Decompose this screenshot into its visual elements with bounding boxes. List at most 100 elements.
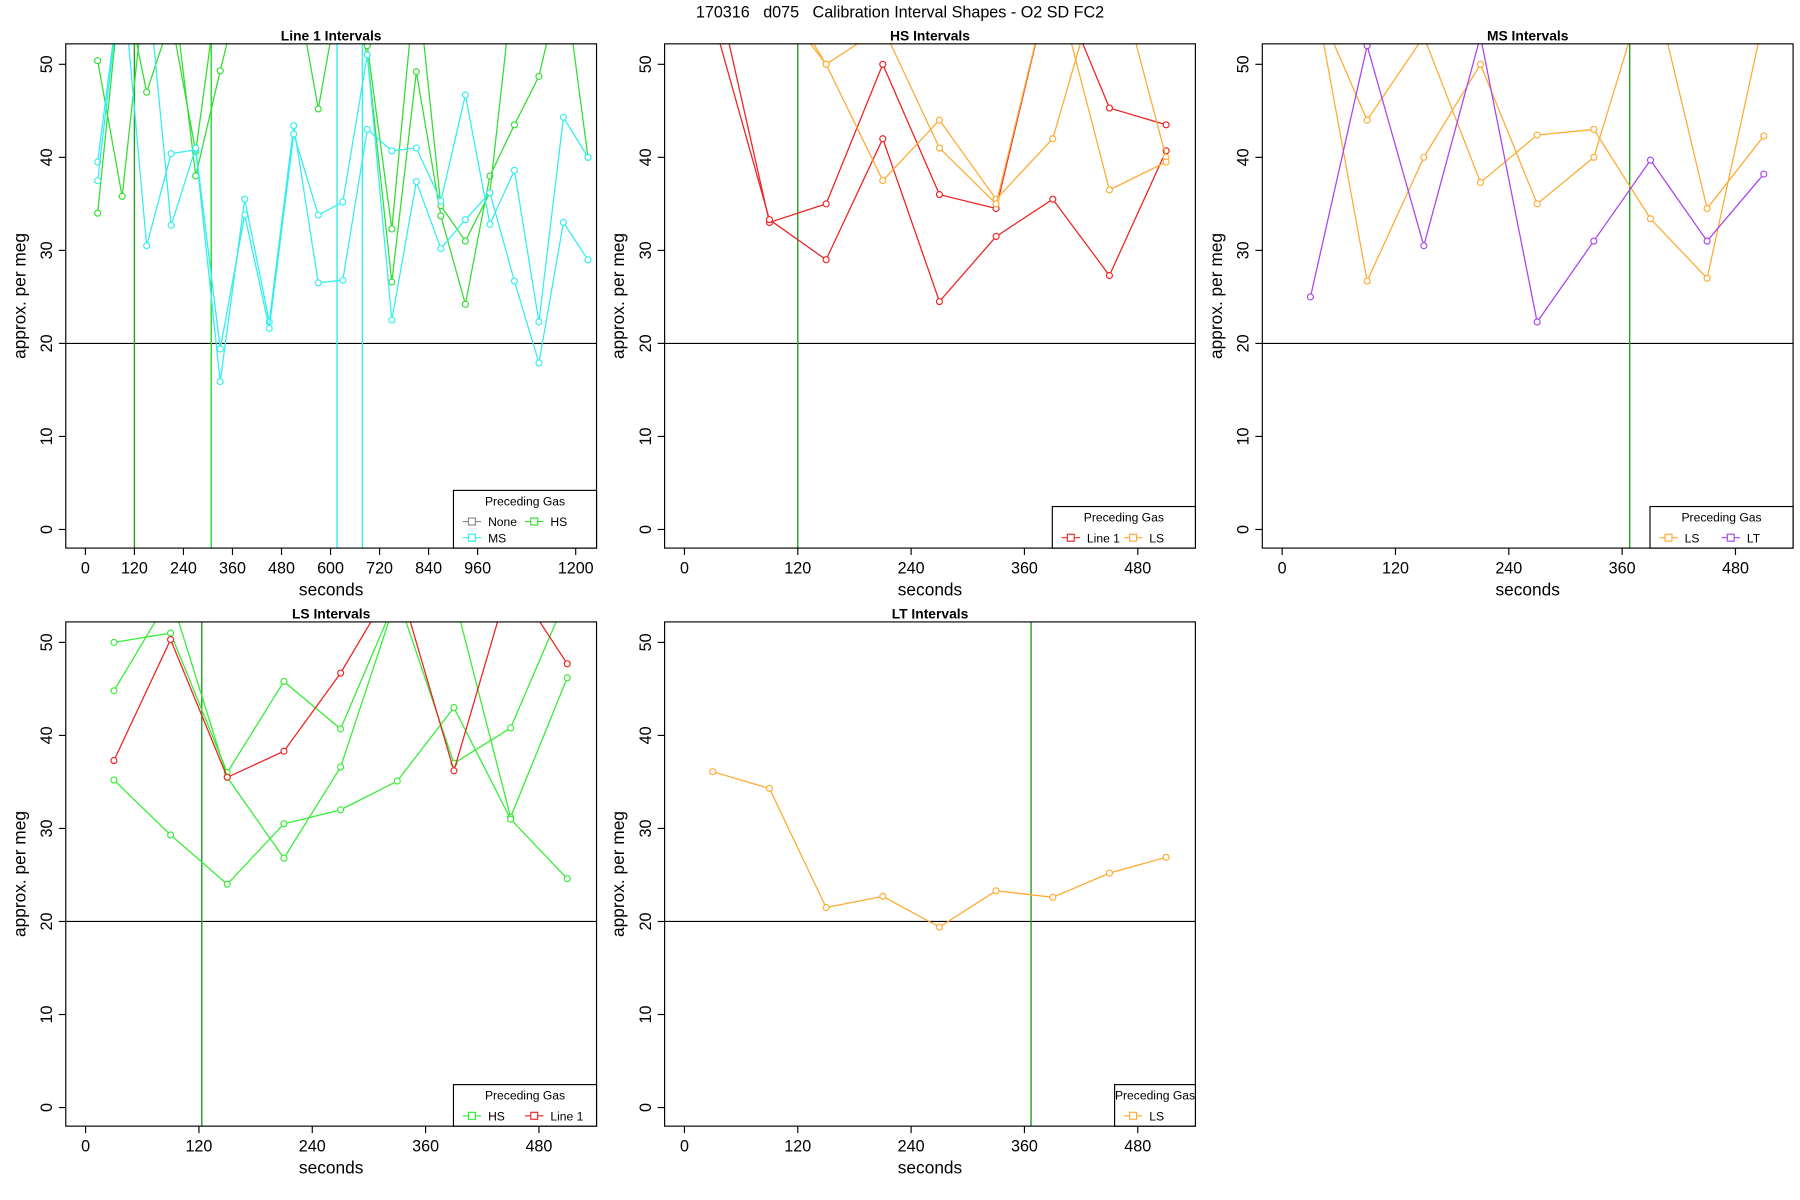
legend-marker	[530, 517, 539, 526]
x-axis-label: seconds	[1495, 579, 1560, 599]
data-point	[461, 216, 469, 224]
x-tick-label: 240	[299, 1138, 326, 1156]
y-tick-label: 10	[38, 427, 56, 445]
series-line	[113, 706, 568, 886]
x-tick-label: 360	[412, 1138, 439, 1156]
series-line	[113, 621, 568, 820]
plot-area	[65, 574, 597, 1127]
data-point	[560, 15, 566, 21]
x-tick-label: 480	[1124, 559, 1151, 577]
data-point	[94, 209, 102, 217]
data-point	[110, 687, 118, 695]
y-axis-label: approx. per meg	[9, 233, 29, 359]
x-tick-label: 0	[680, 1138, 689, 1156]
data-point	[167, 831, 175, 839]
x-tick-label: 480	[1124, 1138, 1151, 1156]
data-point	[510, 166, 518, 174]
data-point	[461, 237, 469, 245]
y-tick-label: 30	[1234, 241, 1252, 259]
y-axis-label: approx. per meg	[9, 811, 29, 937]
x-tick-label: 240	[898, 559, 925, 577]
data-point	[337, 669, 345, 677]
data-point	[880, 24, 886, 30]
data-point	[167, 150, 175, 158]
data-point	[709, 768, 717, 776]
data-point	[1162, 158, 1170, 166]
series-line	[97, 43, 589, 382]
data-point	[337, 806, 345, 814]
data-point	[1533, 200, 1541, 208]
data-point	[363, 125, 371, 134]
data-point	[535, 318, 543, 326]
y-tick-label: 0	[38, 1103, 56, 1112]
y-tick-label: 30	[637, 241, 655, 259]
data-point	[168, 15, 174, 21]
plot-area	[65, 15, 597, 549]
legend-marker	[467, 517, 476, 526]
x-tick-label: 480	[525, 1138, 552, 1156]
y-tick-label: 30	[38, 819, 56, 837]
x-tick-label: 120	[784, 559, 811, 577]
legend: Preceding Gas LS LT	[1649, 505, 1794, 549]
legend-marker	[467, 1111, 476, 1120]
data-point	[143, 242, 151, 250]
series-line	[1309, 43, 1765, 324]
legend-label: LS	[1149, 531, 1164, 545]
data-point	[935, 190, 944, 199]
data-point	[450, 703, 458, 712]
data-point	[992, 232, 1000, 240]
data-point	[192, 144, 200, 152]
data-point	[216, 67, 224, 75]
y-tick-label: 50	[1234, 55, 1252, 73]
data-point	[337, 763, 345, 771]
x-tick-label: 120	[185, 1138, 212, 1156]
legend-marker	[1664, 533, 1673, 542]
data-point	[822, 256, 830, 264]
data-point	[167, 221, 175, 229]
legend-label: None	[488, 515, 517, 529]
data-point	[167, 629, 175, 637]
data-point	[94, 57, 102, 65]
legend-marker	[530, 1111, 539, 1120]
plot-frame	[1261, 43, 1794, 549]
x-axis-label: seconds	[299, 579, 364, 599]
data-point	[1105, 271, 1114, 280]
data-point	[1646, 156, 1655, 164]
data-point	[118, 192, 126, 200]
y-tick-label: 40	[1234, 148, 1252, 166]
y-tick-label: 40	[38, 726, 56, 744]
legend-label: LS	[1685, 531, 1700, 545]
data-point	[879, 177, 887, 185]
y-tick-label: 50	[38, 55, 56, 73]
x-tick-label: 360	[1609, 559, 1636, 577]
data-point	[450, 767, 458, 775]
data-point	[388, 316, 396, 324]
x-tick-label: 600	[317, 559, 344, 577]
data-point	[935, 923, 944, 931]
legend-marker	[1066, 533, 1075, 542]
panel: LT Intervals 0 120 240 360 480 0 10 20 30 40 50 seco…	[608, 605, 1196, 1177]
legend-box	[1114, 1084, 1196, 1127]
data-point	[879, 892, 887, 900]
data-point	[1476, 178, 1485, 187]
data-point	[584, 153, 592, 161]
data-point	[1105, 104, 1114, 112]
legend-label: Line 1	[550, 1109, 583, 1123]
data-point	[508, 574, 514, 580]
panel-title: LS Intervals	[292, 605, 371, 621]
data-point	[486, 189, 494, 197]
data-point	[1363, 277, 1371, 285]
legend-box	[1051, 505, 1196, 549]
x-tick-label: 0	[81, 559, 90, 577]
data-point	[510, 277, 518, 285]
data-point	[879, 135, 887, 143]
data-point	[1105, 869, 1114, 877]
data-point	[388, 147, 396, 155]
y-tick-label: 40	[38, 148, 56, 166]
data-point	[1049, 893, 1057, 901]
legend-marker	[467, 533, 476, 542]
legend-marker	[1129, 1111, 1138, 1120]
x-tick-label: 360	[1011, 1138, 1038, 1156]
plot-frame	[65, 43, 598, 549]
